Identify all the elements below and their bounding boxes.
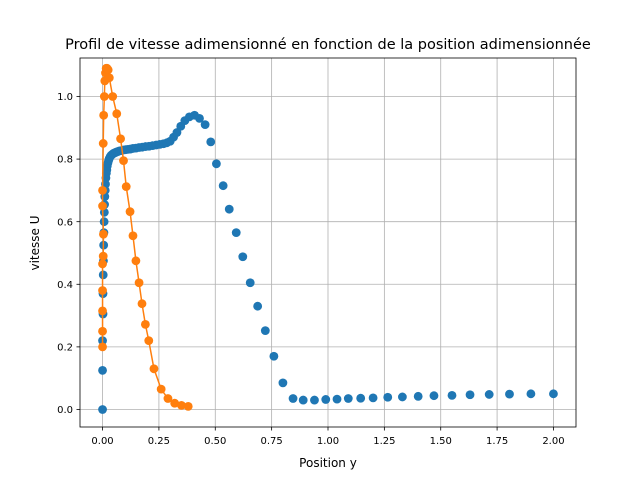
series-2-point — [116, 134, 125, 144]
series-2-point — [99, 110, 109, 120]
series-2-point — [98, 185, 107, 195]
x-tick-label: 1.75 — [486, 436, 508, 447]
series-2-point — [98, 251, 108, 261]
series-1-point — [356, 393, 366, 403]
x-tick-label: 0.25 — [148, 436, 170, 447]
series-1-point — [310, 395, 319, 405]
series-1-point — [526, 389, 536, 399]
series-1 — [98, 110, 558, 414]
series-1-point — [218, 181, 228, 191]
series-1-point — [200, 120, 210, 130]
y-tick-label: 0.6 — [57, 217, 73, 228]
series-2-point — [144, 336, 154, 346]
series-1-point — [195, 114, 204, 123]
series-2-point — [103, 65, 113, 75]
grid — [80, 58, 576, 427]
series-2-point — [119, 156, 128, 166]
series-2-point — [128, 231, 138, 241]
series-1-point — [98, 365, 107, 375]
series-1-point — [260, 326, 270, 335]
y-tick-label: 1.0 — [57, 92, 73, 103]
series-2-point — [98, 259, 107, 269]
y-tick-label: 0.0 — [57, 405, 73, 416]
x-tick-label: 2.00 — [542, 436, 564, 447]
series-2-point — [99, 229, 108, 239]
series-2-point — [149, 364, 159, 374]
plot-frame — [79, 57, 577, 428]
series-1-point — [321, 395, 331, 404]
series-1-point — [343, 394, 353, 403]
series-1-point — [429, 391, 439, 401]
series-1-point — [298, 395, 308, 405]
series-2-point — [137, 299, 147, 309]
series-2-point — [98, 286, 107, 295]
series-layer — [98, 63, 558, 414]
series-2-point — [156, 384, 166, 394]
series-2 — [98, 63, 193, 411]
axes: 0.00 0.25 0.50 0.75 1.00 1.25 1.50 1.75 2.00 0.0 0… — [57, 92, 564, 447]
x-tick-label: 1.25 — [373, 436, 395, 447]
series-2-point — [177, 401, 186, 410]
series-2-point — [121, 182, 131, 192]
x-tick-label: 0.75 — [261, 436, 283, 447]
series-2-point — [170, 398, 180, 408]
series-1-point — [98, 405, 107, 414]
x-tick-label: 1.00 — [317, 436, 339, 447]
y-tick-label: 0.4 — [57, 280, 73, 291]
series-1-point — [383, 392, 393, 402]
series-1-point — [505, 389, 514, 399]
x-axis-label: Position y — [299, 456, 357, 470]
y-tick-label: 0.8 — [57, 155, 73, 166]
series-1-point — [224, 204, 234, 214]
x-tick-label: 0.50 — [204, 436, 226, 447]
series-1-point — [253, 301, 263, 311]
x-tick-label: 0.00 — [91, 436, 113, 447]
series-1-point — [269, 351, 279, 361]
series-2-point — [140, 319, 150, 329]
series-2-point — [183, 401, 193, 411]
series-2-point — [98, 326, 107, 336]
series-1-point — [447, 390, 457, 400]
series-1-point — [99, 217, 109, 227]
series-1-point — [413, 391, 423, 401]
series-1-point — [465, 390, 475, 400]
series-2-point — [125, 207, 135, 217]
series-1-point — [398, 392, 407, 402]
y-tick-label: 0.2 — [57, 342, 73, 353]
series-1-point — [212, 159, 221, 169]
series-2-point — [108, 92, 118, 101]
y-axis-label: vitesse U — [28, 215, 42, 270]
series-2-point — [98, 342, 107, 352]
series-1-point — [332, 394, 342, 404]
series-1-point — [206, 137, 216, 147]
series-2-point — [134, 278, 144, 288]
series-1-point — [238, 252, 248, 262]
series-2-point — [98, 306, 107, 316]
series-1-point — [278, 378, 288, 388]
series-2-point — [131, 256, 141, 266]
series-2-point — [99, 92, 109, 101]
series-1-point — [368, 393, 378, 403]
series-1-point — [245, 278, 255, 288]
chart-title: Profil de vitesse adimensionné en foncti… — [65, 37, 591, 53]
series-2-point — [163, 394, 173, 403]
series-1-point — [484, 390, 494, 399]
series-2-point — [98, 201, 107, 211]
series-2-point — [98, 139, 108, 148]
series-2-point — [112, 109, 122, 119]
series-1-point — [288, 394, 298, 403]
series-2-point — [104, 73, 114, 83]
series-1-point — [231, 228, 241, 238]
x-tick-label: 1.50 — [430, 436, 452, 447]
series-1-point — [549, 389, 558, 399]
